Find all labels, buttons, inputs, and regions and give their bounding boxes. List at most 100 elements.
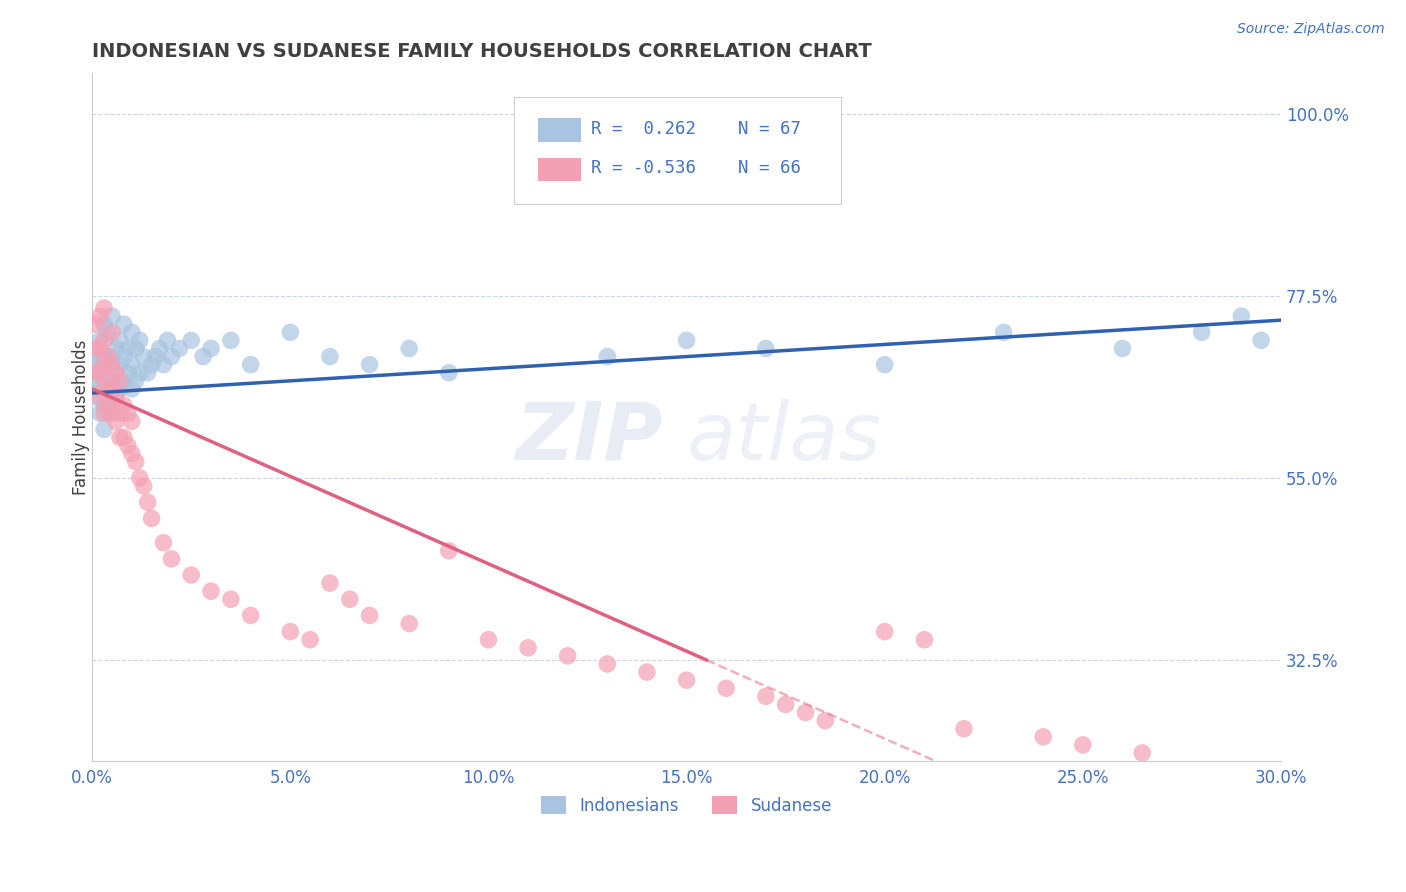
Point: [104, 390, 127, 404]
Point: [128, 334, 150, 348]
Point: [84, 390, 107, 404]
Point: [596, 350, 619, 364]
Point: [97, 398, 120, 412]
Point: [219, 592, 242, 607]
Point: [299, 632, 322, 647]
Point: [152, 535, 174, 549]
Point: [97, 406, 120, 420]
Point: [145, 350, 167, 364]
Point: [1191, 326, 1213, 340]
Point: [117, 439, 139, 453]
Point: [125, 374, 148, 388]
Text: atlas: atlas: [686, 399, 882, 477]
Point: [148, 342, 170, 356]
Point: [101, 382, 124, 396]
Point: [93, 317, 115, 331]
Point: [108, 382, 131, 396]
Point: [128, 366, 150, 380]
Point: [319, 350, 342, 364]
Point: [278, 326, 301, 340]
Point: [200, 342, 222, 356]
Point: [912, 632, 935, 647]
Point: [93, 301, 115, 315]
Point: [359, 358, 381, 372]
Point: [117, 366, 139, 380]
Point: [101, 406, 124, 420]
Point: [993, 326, 1015, 340]
Point: [112, 398, 135, 412]
Point: [128, 471, 150, 485]
Point: [89, 366, 111, 380]
Point: [180, 568, 202, 582]
Point: [1230, 309, 1253, 323]
Point: [121, 358, 143, 372]
Point: [101, 326, 124, 340]
Point: [121, 326, 143, 340]
Point: [169, 342, 191, 356]
Text: INDONESIAN VS SUDANESE FAMILY HOUSEHOLDS CORRELATION CHART: INDONESIAN VS SUDANESE FAMILY HOUSEHOLDS…: [93, 42, 872, 61]
Point: [1111, 342, 1133, 356]
Point: [1250, 334, 1272, 348]
Point: [125, 342, 148, 356]
Point: [517, 640, 540, 655]
Point: [437, 366, 460, 380]
Point: [278, 624, 301, 639]
Point: [200, 584, 222, 599]
Text: R = -0.536    N = 66: R = -0.536 N = 66: [592, 160, 801, 178]
Point: [596, 657, 619, 671]
Point: [517, 187, 540, 202]
Point: [239, 608, 262, 623]
Point: [84, 366, 107, 380]
Point: [132, 350, 155, 364]
Point: [219, 334, 242, 348]
Point: [93, 334, 115, 348]
Text: ZIP: ZIP: [516, 399, 662, 477]
Point: [101, 309, 124, 323]
Point: [755, 342, 778, 356]
Point: [121, 382, 143, 396]
Point: [1032, 730, 1054, 744]
Point: [1071, 738, 1094, 752]
Point: [112, 430, 135, 444]
Point: [1130, 746, 1153, 760]
Point: [104, 414, 127, 428]
Point: [101, 374, 124, 388]
Point: [437, 543, 460, 558]
Point: [319, 576, 342, 591]
Point: [136, 366, 159, 380]
Point: [557, 648, 579, 663]
Point: [93, 382, 115, 396]
Point: [117, 342, 139, 356]
Point: [89, 406, 111, 420]
Point: [136, 495, 159, 509]
Point: [97, 374, 120, 388]
Point: [775, 698, 797, 712]
Point: [152, 358, 174, 372]
Point: [108, 430, 131, 444]
Point: [398, 342, 420, 356]
Point: [104, 390, 127, 404]
Point: [89, 358, 111, 372]
Point: [477, 632, 499, 647]
Point: [93, 406, 115, 420]
FancyBboxPatch shape: [538, 158, 581, 181]
Text: Source: ZipAtlas.com: Source: ZipAtlas.com: [1237, 22, 1385, 37]
Point: [636, 665, 658, 679]
Point: [814, 714, 837, 728]
Point: [794, 706, 817, 720]
Point: [104, 366, 127, 380]
Point: [97, 382, 120, 396]
FancyBboxPatch shape: [538, 118, 581, 142]
Point: [359, 608, 381, 623]
Point: [141, 358, 163, 372]
Legend: Indonesians, Sudanese: Indonesians, Sudanese: [541, 797, 832, 814]
Point: [101, 350, 124, 364]
Point: [873, 624, 896, 639]
Point: [93, 358, 115, 372]
Point: [160, 551, 183, 566]
Point: [714, 681, 737, 696]
Point: [239, 358, 262, 372]
Point: [112, 317, 135, 331]
Point: [89, 334, 111, 348]
Point: [97, 326, 120, 340]
